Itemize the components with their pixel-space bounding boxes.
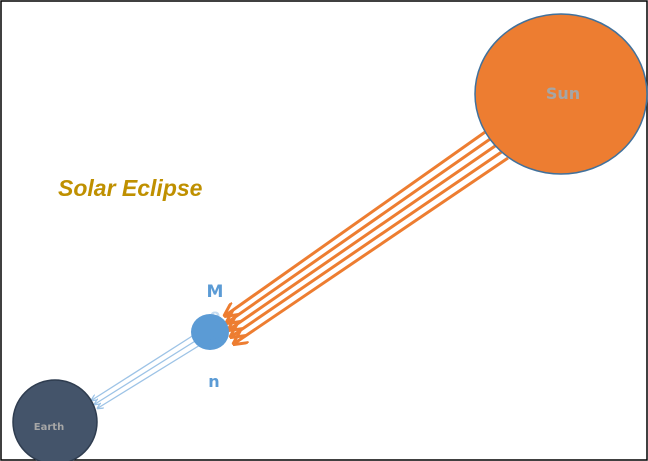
moon-ray [95,337,201,404]
earth-label: Earth [34,422,64,433]
moon-ray [92,332,198,400]
moon-label-letter: o [210,306,220,324]
moon-label-letter: M [207,282,224,302]
sun-label: Sun [546,84,580,103]
earth-circle [12,379,98,461]
sun-circle [474,13,648,175]
moon-label-letter: o [210,331,220,349]
sun: Sun [474,13,648,175]
sun-rays [226,128,509,343]
sun-ray [235,156,509,343]
sun-ray [226,128,489,315]
sun-ray [230,142,499,329]
moon-ray [98,341,206,408]
diagram-title: Solar Eclipse [58,175,203,201]
moon: M o o n [191,282,229,391]
moon-circle [191,314,229,350]
earth: Earth [12,379,98,461]
moon-shadow-rays [92,332,206,408]
sun-ray [232,149,504,336]
sun-ray [228,135,494,322]
moon-label-letter: n [208,372,219,391]
